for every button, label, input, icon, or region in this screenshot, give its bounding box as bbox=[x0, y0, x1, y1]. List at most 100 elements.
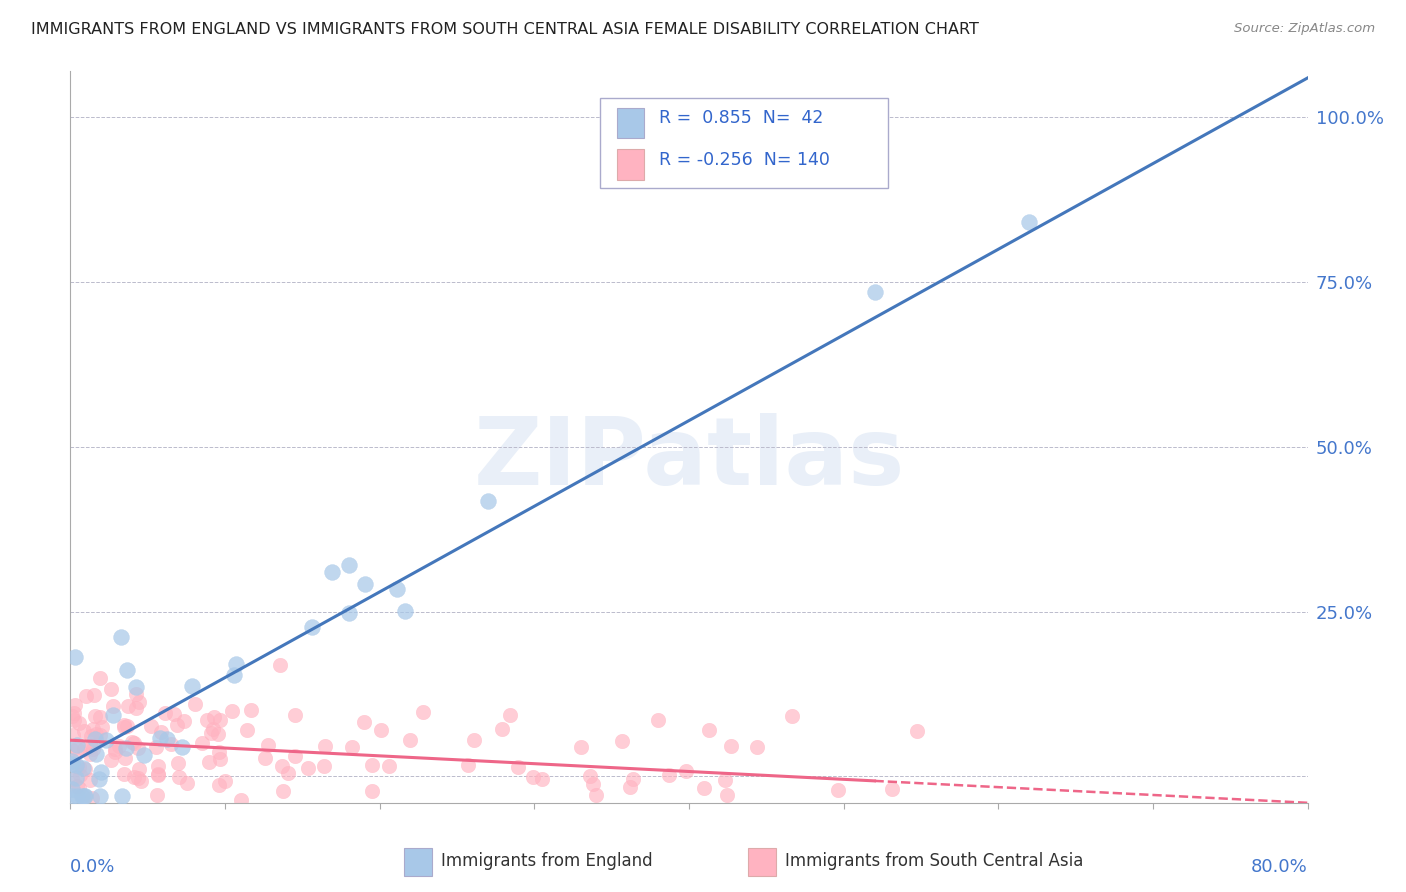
Point bbox=[90, 813, 112, 827]
Point bbox=[148, 768, 170, 782]
Point bbox=[70, 789, 93, 804]
Point bbox=[79, 747, 101, 762]
Point bbox=[212, 808, 235, 822]
Point bbox=[314, 739, 336, 754]
Point bbox=[87, 772, 110, 786]
Point bbox=[101, 699, 124, 714]
Point bbox=[645, 819, 668, 833]
Point bbox=[86, 727, 108, 741]
Point bbox=[72, 761, 94, 775]
Point bbox=[156, 732, 179, 747]
Point bbox=[863, 285, 886, 300]
Point bbox=[429, 814, 451, 829]
Point bbox=[714, 773, 737, 788]
Point bbox=[202, 710, 225, 724]
Point bbox=[146, 766, 169, 780]
Point bbox=[117, 719, 139, 733]
FancyBboxPatch shape bbox=[405, 848, 432, 876]
Point bbox=[67, 781, 90, 796]
Point bbox=[84, 708, 107, 723]
Point bbox=[89, 789, 111, 804]
Point bbox=[221, 705, 243, 719]
Point bbox=[301, 620, 323, 634]
Point bbox=[202, 722, 225, 736]
Point bbox=[150, 724, 173, 739]
Point bbox=[148, 758, 170, 772]
Point bbox=[103, 707, 125, 722]
Point bbox=[60, 709, 83, 723]
Point bbox=[222, 668, 245, 682]
FancyBboxPatch shape bbox=[600, 98, 889, 187]
Point bbox=[65, 758, 87, 772]
Point bbox=[129, 774, 152, 789]
Point bbox=[104, 745, 127, 759]
Point bbox=[73, 741, 96, 756]
Point bbox=[67, 715, 90, 730]
Point bbox=[163, 707, 186, 722]
Point bbox=[498, 707, 520, 722]
Point bbox=[619, 780, 641, 795]
Point bbox=[84, 731, 107, 746]
Point bbox=[63, 714, 86, 728]
Point bbox=[361, 758, 384, 772]
Point bbox=[75, 762, 97, 776]
Point bbox=[585, 789, 607, 803]
Point bbox=[208, 778, 231, 792]
Point bbox=[693, 780, 716, 795]
Point bbox=[582, 777, 605, 791]
Point bbox=[79, 739, 101, 754]
Text: 80.0%: 80.0% bbox=[1251, 858, 1308, 876]
Point bbox=[522, 770, 544, 784]
Point bbox=[399, 733, 422, 747]
Point bbox=[339, 558, 361, 573]
Point bbox=[225, 657, 247, 672]
Point bbox=[89, 710, 111, 724]
FancyBboxPatch shape bbox=[617, 149, 644, 179]
Point bbox=[167, 756, 190, 771]
Point bbox=[127, 772, 149, 786]
Point bbox=[329, 829, 352, 843]
Point bbox=[66, 779, 89, 793]
Point bbox=[180, 679, 202, 693]
Point bbox=[124, 687, 146, 701]
Point bbox=[463, 733, 485, 747]
Point bbox=[121, 735, 143, 749]
Point bbox=[184, 698, 207, 712]
Point bbox=[167, 770, 190, 784]
Point bbox=[79, 730, 101, 744]
Point bbox=[647, 714, 669, 728]
Point bbox=[72, 724, 94, 739]
Point bbox=[257, 738, 280, 752]
Point bbox=[191, 736, 214, 750]
FancyBboxPatch shape bbox=[617, 108, 644, 138]
Point bbox=[621, 772, 644, 786]
Point bbox=[284, 749, 307, 764]
Point bbox=[610, 734, 633, 748]
Point bbox=[89, 671, 111, 685]
Point bbox=[699, 723, 721, 738]
Point bbox=[361, 784, 384, 798]
Point bbox=[269, 658, 291, 673]
Point bbox=[337, 606, 360, 620]
Point bbox=[284, 708, 307, 723]
Point bbox=[134, 748, 156, 763]
Point bbox=[111, 789, 134, 804]
Point bbox=[84, 747, 107, 761]
Point bbox=[110, 631, 132, 645]
Point bbox=[125, 701, 148, 715]
Point bbox=[387, 582, 409, 596]
Point bbox=[122, 736, 145, 750]
Point bbox=[63, 650, 86, 665]
Point bbox=[412, 705, 434, 719]
Point bbox=[112, 720, 135, 734]
Point bbox=[394, 604, 416, 618]
Point bbox=[271, 759, 294, 773]
Point bbox=[531, 772, 554, 786]
Point bbox=[125, 680, 148, 694]
Point bbox=[82, 723, 104, 737]
Point bbox=[66, 738, 89, 752]
Point bbox=[208, 713, 231, 727]
Point bbox=[104, 742, 127, 756]
Point bbox=[578, 769, 600, 783]
Point bbox=[115, 664, 138, 678]
